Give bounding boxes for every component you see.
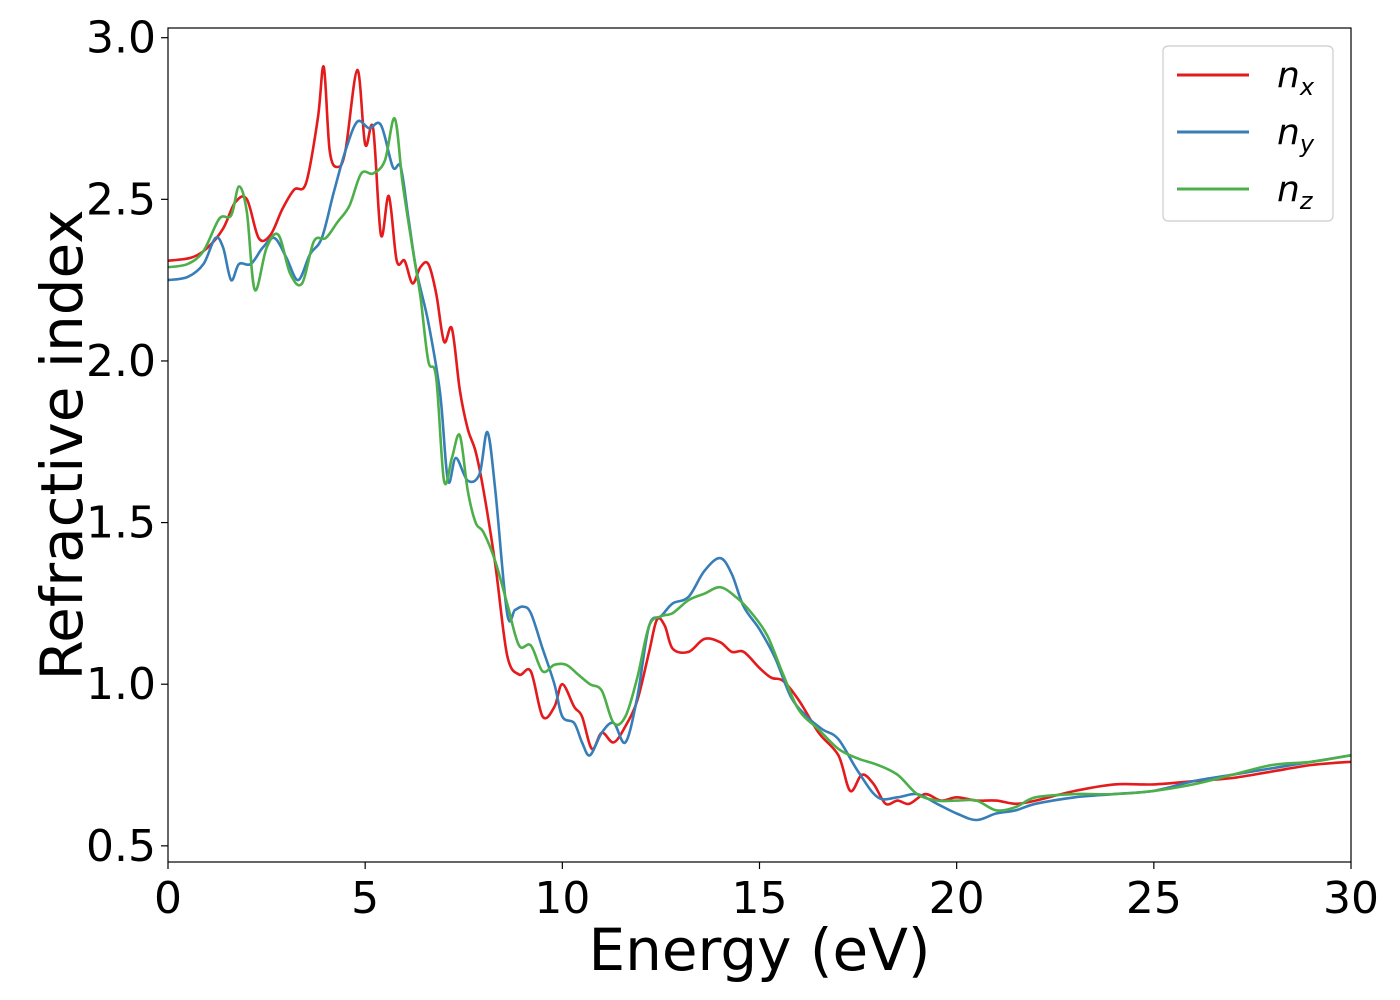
x-axis-label: Energy (eV) [588, 916, 930, 984]
y-tick-label: 3.0 [86, 13, 156, 64]
y-tick-label: 1.0 [86, 659, 156, 710]
legend-label-base: n [1277, 55, 1300, 96]
legend-label-base: n [1277, 169, 1300, 210]
series-line-ny [168, 119, 1351, 822]
x-tick-label: 10 [534, 873, 590, 924]
y-tick-label: 2.0 [86, 336, 156, 387]
series-line-nz [168, 117, 1351, 812]
legend-label-subscript: x [1299, 73, 1315, 101]
legend-label-base: n [1277, 112, 1300, 153]
legend-label-nz: nz [1277, 169, 1314, 215]
x-axis-ticks: 0 5 10 15 20 25 30 [154, 862, 1379, 924]
legend-label-ny: ny [1277, 112, 1315, 158]
legend-label-nx: nx [1277, 55, 1315, 101]
y-axis-ticks: 0.5 1.0 1.5 2.0 2.5 3.0 [86, 13, 168, 872]
x-tick-label: 20 [929, 873, 985, 924]
y-tick-label: 0.5 [86, 821, 156, 872]
y-tick-label: 2.5 [86, 174, 156, 225]
y-tick-label: 1.5 [86, 498, 156, 549]
legend-label-subscript: y [1299, 130, 1315, 158]
series-line-nx [168, 65, 1351, 806]
x-tick-label: 30 [1323, 873, 1379, 924]
legend-label-subscript: z [1299, 187, 1314, 215]
x-tick-label: 0 [154, 873, 182, 924]
x-tick-label: 5 [351, 873, 379, 924]
x-tick-label: 25 [1126, 873, 1182, 924]
x-tick-label: 15 [732, 873, 788, 924]
y-axis-label: Refractive index [28, 209, 96, 680]
series-layer [168, 65, 1351, 822]
